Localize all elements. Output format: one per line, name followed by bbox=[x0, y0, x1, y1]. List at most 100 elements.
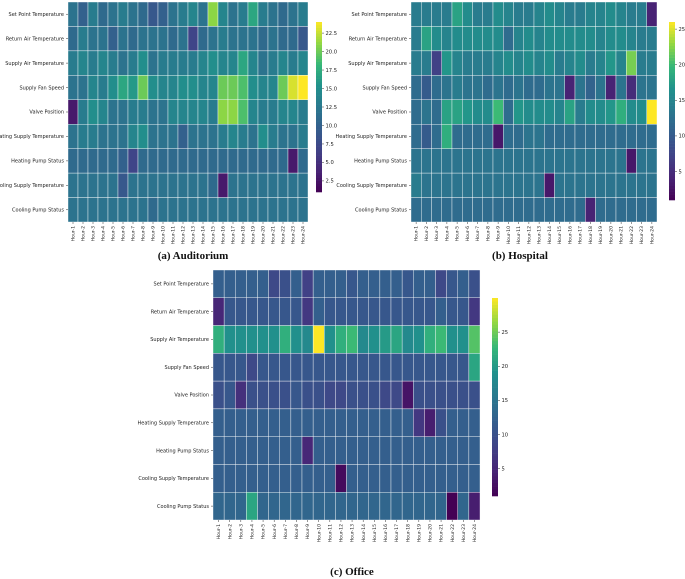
colorbar-segment bbox=[492, 443, 498, 447]
heatmap-cell bbox=[287, 1, 299, 27]
heatmap-cell bbox=[237, 172, 249, 198]
heatmap-cell bbox=[237, 75, 249, 100]
heatmap-cell bbox=[177, 1, 189, 27]
heatmap-cell bbox=[227, 26, 239, 52]
heatmap-cell bbox=[457, 436, 470, 465]
heatmap-cell bbox=[441, 1, 453, 27]
colorbar-segment bbox=[669, 60, 675, 64]
heatmap-cell bbox=[167, 148, 179, 174]
heatmap-cell bbox=[615, 124, 627, 149]
heatmap-cell bbox=[390, 464, 403, 493]
heatmap-cell bbox=[67, 26, 79, 52]
heatmap-cell bbox=[197, 26, 209, 52]
heatmap-cell bbox=[301, 380, 314, 410]
heatmap-cell bbox=[167, 75, 179, 100]
heatmap-cell bbox=[544, 148, 555, 174]
colorbar-segment bbox=[492, 463, 498, 467]
row-label: Supply Fan Speed bbox=[362, 85, 407, 91]
colorbar-segment bbox=[492, 373, 498, 378]
heatmap-cell bbox=[605, 75, 617, 100]
heatmap-cell bbox=[297, 124, 309, 149]
heatmap-cell bbox=[626, 172, 637, 198]
heatmap-cell bbox=[177, 124, 189, 149]
colorbar-segment bbox=[316, 67, 322, 71]
column-label: Hour-24 bbox=[301, 226, 307, 244]
heatmap-cell bbox=[127, 26, 139, 52]
heatmap-cell bbox=[462, 148, 473, 174]
heatmap-1: Set Point Temperature Return Air Temperat… bbox=[336, 1, 685, 262]
heatmap-cell bbox=[401, 464, 414, 493]
heatmap-cell bbox=[435, 353, 447, 382]
heatmap-cell bbox=[457, 408, 470, 437]
heatmap-cell bbox=[492, 124, 504, 149]
colorbar-tick-label: 2.5 bbox=[326, 179, 334, 185]
column-label: Hour-4 bbox=[250, 524, 256, 539]
heatmap-cell bbox=[335, 492, 347, 521]
colorbar-segment bbox=[316, 36, 322, 40]
heatmap-cell bbox=[187, 26, 199, 52]
row-label: Cooling Supply Temperature bbox=[138, 476, 209, 482]
heatmap-cell bbox=[287, 172, 299, 198]
heatmap-cell bbox=[217, 197, 229, 223]
heatmap-cell bbox=[357, 436, 369, 465]
heatmap-cell bbox=[533, 99, 545, 125]
heatmap-cell bbox=[157, 124, 169, 149]
heatmap-cell bbox=[451, 124, 463, 149]
heatmap-cell bbox=[297, 148, 309, 174]
heatmap-cell bbox=[413, 492, 425, 521]
heatmap-cell bbox=[107, 50, 119, 76]
column-label: Hour-18 bbox=[241, 226, 247, 244]
heatmap-cell bbox=[401, 408, 414, 437]
colorbar-segment bbox=[492, 413, 498, 418]
heatmap-cell bbox=[346, 408, 358, 437]
heatmap-cell bbox=[413, 353, 425, 382]
colorbar-segment bbox=[669, 125, 675, 130]
heatmap-cell bbox=[335, 269, 347, 298]
heatmap-cell bbox=[107, 75, 119, 100]
heatmap-cell bbox=[287, 50, 299, 76]
heatmap-cell bbox=[421, 172, 432, 198]
heatmap-cell bbox=[451, 197, 463, 223]
heatmap-cell bbox=[446, 464, 458, 493]
heatmap-cell bbox=[257, 325, 269, 354]
heatmap-cell bbox=[235, 325, 247, 354]
heatmap-cell bbox=[626, 148, 637, 174]
heatmap-cell bbox=[585, 1, 596, 27]
heatmap-cell bbox=[117, 26, 129, 52]
colorbar-segment bbox=[492, 416, 498, 421]
column-label: Hour-9 bbox=[151, 226, 157, 241]
heatmap-cell bbox=[312, 492, 325, 521]
colorbar-segment bbox=[316, 56, 322, 60]
colorbar-segment bbox=[492, 327, 498, 332]
colorbar-segment bbox=[316, 109, 322, 113]
heatmap-cell bbox=[492, 197, 504, 223]
heatmap-cell bbox=[167, 1, 179, 27]
heatmap-cell bbox=[544, 75, 555, 100]
colorbar-segment bbox=[492, 426, 498, 431]
heatmap-cell bbox=[223, 297, 236, 326]
heatmap-cell bbox=[468, 325, 481, 354]
heatmap-cell bbox=[462, 99, 473, 125]
heatmap-cell bbox=[297, 172, 309, 198]
row-label: Heating Pump Status bbox=[354, 159, 407, 165]
colorbar-segment bbox=[316, 64, 322, 68]
colorbar-segment bbox=[316, 53, 322, 57]
heatmap-cell bbox=[410, 197, 422, 223]
heatmap-cell bbox=[636, 99, 647, 125]
colorbar-segment bbox=[669, 90, 675, 94]
heatmap-cell bbox=[435, 380, 447, 410]
heatmap-cell bbox=[431, 124, 442, 149]
heatmap-cell bbox=[482, 124, 494, 149]
heatmap-cell bbox=[237, 1, 249, 27]
heatmap-cell bbox=[187, 172, 199, 198]
heatmap-cell bbox=[554, 99, 565, 125]
heatmap-cell bbox=[257, 1, 269, 27]
row-label: Cooling Supply Temperature bbox=[336, 183, 407, 189]
heatmap-cell bbox=[279, 380, 292, 410]
heatmap-cell bbox=[297, 75, 309, 100]
colorbar-segment bbox=[669, 155, 675, 159]
heatmap-cell bbox=[533, 124, 545, 149]
heatmap-cell bbox=[312, 269, 325, 298]
colorbar-segment bbox=[492, 360, 498, 365]
heatmap-cell bbox=[217, 172, 229, 198]
